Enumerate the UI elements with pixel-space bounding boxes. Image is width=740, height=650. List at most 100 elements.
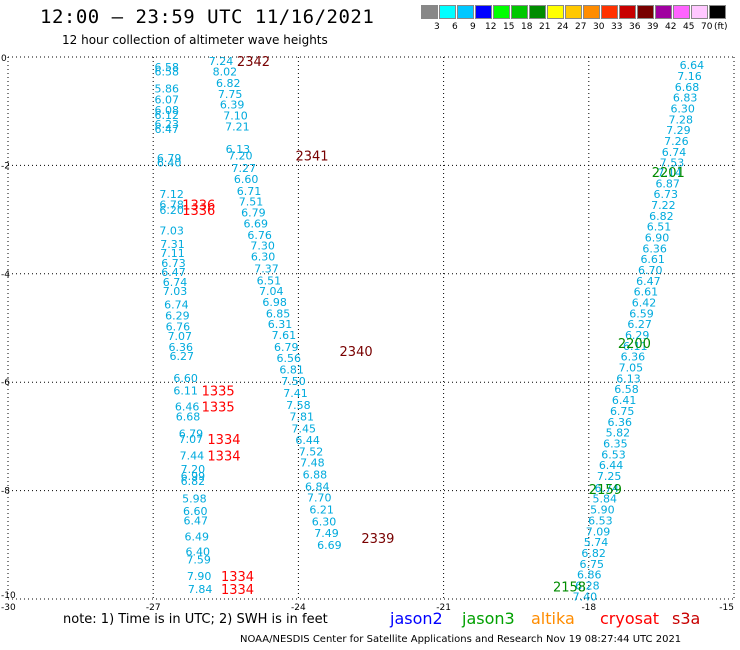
swh-value: 6.11 (623, 340, 648, 353)
colorbar-label: 12 (485, 22, 497, 32)
swh-value: 6.30 (312, 515, 337, 528)
swh-value: 6.79 (157, 152, 182, 165)
swh-value: 6.58 (155, 66, 180, 79)
lon-tick-label: -27 (146, 603, 161, 613)
swh-value: 6.27 (627, 318, 652, 331)
swh-value: 7.21 (225, 120, 250, 133)
swh-value: 6.86 (577, 569, 602, 582)
legend-s3a: s3a (672, 609, 701, 628)
swh-value: 6.51 (647, 221, 672, 234)
swh-value: 6.08 (155, 104, 180, 117)
swh-value: 6.69 (244, 217, 269, 230)
swh-value: 6.47 (184, 514, 209, 527)
swh-value: 7.37 (254, 262, 279, 275)
swh-value: 6.68 (176, 410, 201, 423)
colorbar-label: 42 (665, 22, 677, 32)
swh-value: 6.29 (165, 310, 190, 323)
pass-time-label: 1334 (221, 583, 254, 598)
swh-value: 7.45 (291, 422, 316, 435)
pass-time-label: 1334 (207, 449, 240, 464)
swh-value: 6.07 (155, 93, 180, 106)
swh-value: 6.82 (581, 547, 606, 560)
colorbar-swatch (457, 5, 474, 19)
lon-tick-label: -30 (1, 603, 16, 613)
swh-value: 7.90 (187, 570, 212, 583)
colorbar-swatch (529, 5, 546, 19)
swh-value: 7.12 (159, 188, 184, 201)
swh-value: 7.28 (669, 113, 694, 126)
colorbar-label: 3 (434, 22, 440, 32)
swh-value: 6.30 (251, 250, 276, 263)
swh-value: 6.74 (164, 299, 189, 312)
colorbar-swatch (619, 5, 636, 19)
swh-value: 7.24 (209, 55, 234, 68)
lon-tick-label: -24 (291, 603, 306, 613)
swh-value: 7.75 (218, 88, 243, 101)
swh-value: 6.35 (603, 437, 628, 450)
swh-value: 6.87 (655, 177, 680, 190)
lon-tick-label: -18 (581, 603, 596, 613)
legend-altika: altika (531, 609, 575, 628)
swh-value: 7.05 (619, 362, 644, 375)
swh-value: 6.44 (599, 459, 624, 472)
pass-time-label: 2339 (361, 532, 394, 547)
swh-value: 6.75 (579, 558, 604, 571)
swh-value: 7.03 (159, 224, 184, 237)
footer-credit: NOAA/NESDIS Center for Satellite Applica… (240, 634, 682, 645)
colorbar-swatch (493, 5, 510, 19)
swh-value: 6.41 (612, 394, 637, 407)
pass-time-label: 2158 (553, 581, 586, 596)
legend-cryosat: cryosat (600, 609, 660, 628)
swh-value: 7.70 (307, 492, 332, 505)
swh-value: 7.22 (651, 199, 676, 212)
colorbar-label: 39 (647, 22, 659, 32)
swh-value: 6.61 (634, 286, 659, 299)
swh-value: 6.81 (279, 364, 304, 377)
swh-value: 6.21 (309, 504, 334, 517)
colorbar-label: 18 (521, 22, 533, 32)
swh-value: 6.13 (226, 143, 251, 156)
swh-value: 7.48 (300, 456, 325, 469)
swh-value: 7.25 (597, 470, 622, 483)
page-title: 12:00 — 23:59 UTC 11/16/2021 (40, 6, 375, 28)
swh-value: 6.78 (159, 198, 184, 211)
swh-value: 5.86 (155, 82, 180, 95)
swh-value: 6.47 (161, 266, 186, 279)
swh-value: 7.07 (179, 433, 204, 446)
colorbar-swatch (709, 5, 726, 19)
colorbar-label: 6 (452, 22, 458, 32)
swh-value: 6.82 (649, 210, 674, 223)
swh-value: 6.60 (183, 505, 208, 518)
swh-value: 6.69 (317, 539, 342, 552)
swh-value: 6.60 (234, 173, 259, 186)
swh-value: 6.79 (241, 207, 266, 220)
swh-value: 7.58 (286, 399, 311, 412)
swh-value: 6.12 (155, 109, 180, 122)
swh-value: 7.16 (677, 70, 702, 83)
swh-value: 6.58 (614, 383, 639, 396)
colorbar-swatch (637, 5, 654, 19)
colorbar-swatch (475, 5, 492, 19)
swh-value: 6.23 (155, 118, 180, 131)
swh-value: 5.84 (593, 493, 618, 506)
swh-value: 6.56 (276, 352, 301, 365)
colorbar-swatch (601, 5, 618, 19)
swh-value: 6.36 (642, 242, 667, 255)
swh-value: 7.53 (660, 157, 685, 170)
pass-time-label: 2159 (589, 483, 622, 498)
swh-value: 6.79 (274, 341, 299, 354)
swh-value: 6.29 (625, 329, 650, 342)
swh-value: 7.31 (160, 238, 185, 251)
swh-value: 6.46 (175, 401, 200, 414)
swh-value: 7.52 (299, 446, 324, 459)
swh-value: 6.74 (594, 482, 619, 495)
swh-value: 7.11 (160, 247, 185, 260)
swh-value: 6.31 (268, 318, 293, 331)
swh-value: 6.68 (675, 81, 700, 94)
swh-value: 7.10 (223, 110, 248, 123)
swh-value: 6.60 (173, 372, 198, 385)
swh-value: 6.71 (237, 185, 262, 198)
swh-value: 6.53 (601, 448, 626, 461)
swh-value: 6.39 (220, 99, 245, 112)
